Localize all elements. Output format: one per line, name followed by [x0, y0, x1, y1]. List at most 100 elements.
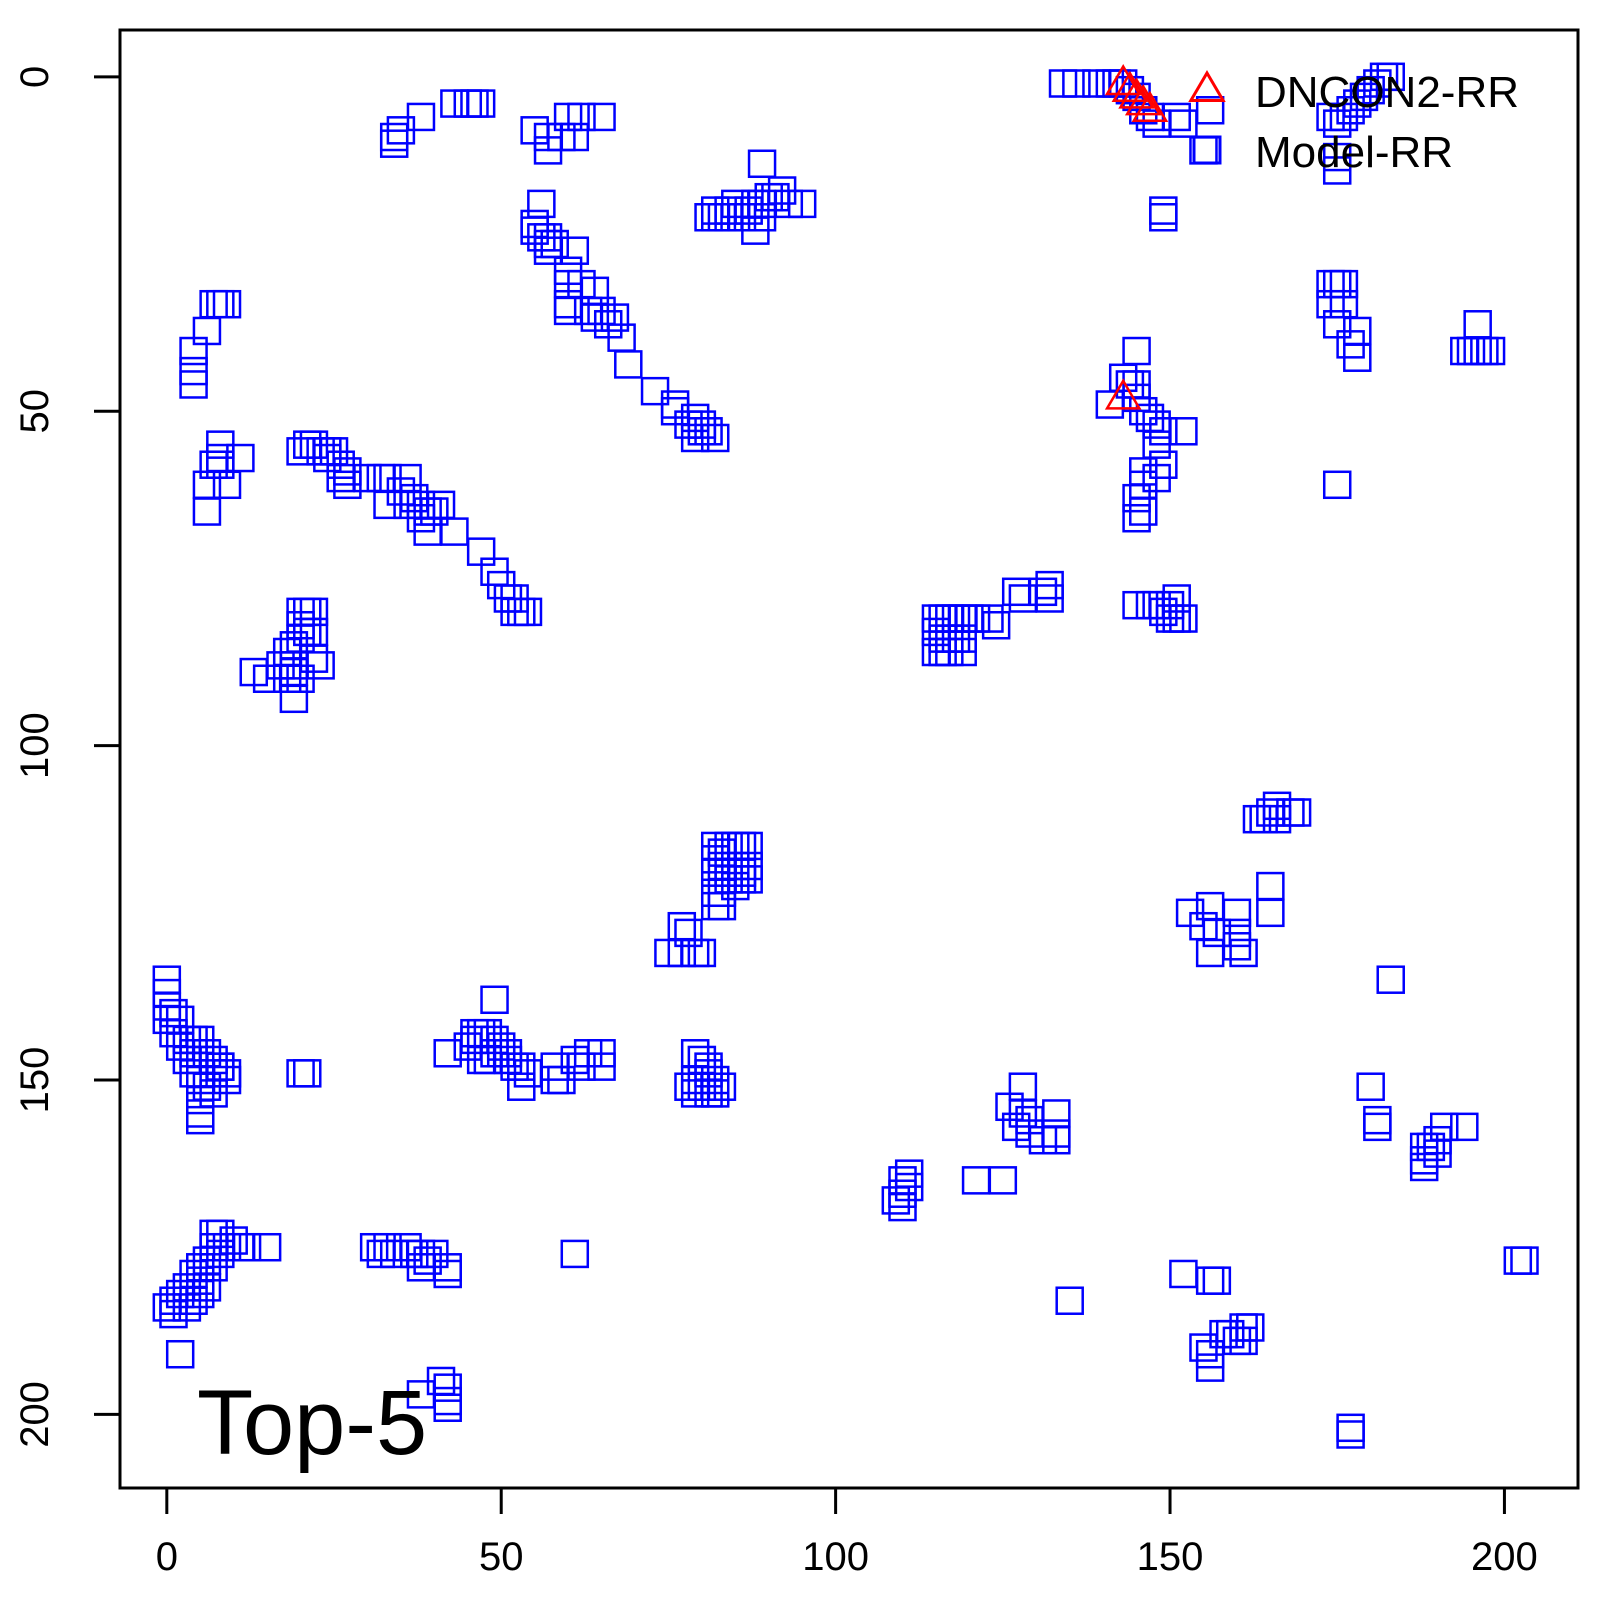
model-rr-point [1035, 584, 1064, 613]
model-rr-point [433, 1393, 462, 1422]
x-tick-label: 100 [802, 1535, 869, 1579]
model-rr-point [741, 216, 770, 245]
model-rr-point [1008, 584, 1038, 613]
model-rr-point [1356, 1072, 1385, 1101]
model-rr-point [433, 1039, 462, 1068]
legend-marker-model-rr [1192, 135, 1222, 165]
model-rr-point [1195, 1353, 1225, 1382]
model-rr-point [1222, 932, 1252, 961]
model-rr-point [1363, 1112, 1392, 1142]
x-axis: 0 50 100 150 200 [156, 1486, 1538, 1579]
model-rr-point [212, 470, 242, 500]
model-rr-point [988, 1166, 1018, 1195]
plot-frame [118, 28, 1580, 1490]
model-rr-point [1376, 965, 1405, 994]
model-rr-point [961, 1166, 991, 1195]
model-rr-point [206, 289, 235, 319]
model-rr-point [948, 637, 977, 667]
model-rr-point [600, 303, 630, 332]
dncon2-rr-point [1124, 84, 1162, 116]
model-rr-point [1363, 1105, 1392, 1135]
y-tick-label: 50 [13, 389, 57, 434]
model-rr-point [654, 938, 683, 968]
model-rr-point [212, 289, 242, 319]
model-rr-point [694, 1052, 723, 1081]
model-rr-point [1450, 1112, 1479, 1142]
y-tick-label: 150 [13, 1047, 57, 1114]
model-rr-point [1429, 1112, 1459, 1142]
model-rr-point [513, 597, 543, 627]
model-rr-point [1162, 584, 1191, 613]
model-rr-point [1236, 1313, 1265, 1342]
model-rr-point [747, 149, 777, 179]
model-rr-point [1042, 1099, 1071, 1128]
model-rr-point [687, 938, 717, 968]
model-rr-point [1149, 196, 1178, 225]
legend-marker-dncon2-rr [1188, 70, 1226, 103]
model-rr-point [1062, 69, 1091, 98]
model-rr-point [587, 102, 616, 132]
model-rr-point [1169, 109, 1198, 138]
model-rr-point [507, 1052, 536, 1081]
model-rr-point [440, 517, 469, 546]
model-rr-point [553, 296, 583, 326]
model-rr-point [975, 604, 1004, 633]
dncon2-rr-point [1131, 90, 1169, 123]
model-rr-point [1282, 798, 1312, 827]
model-rr-point [1202, 1266, 1232, 1295]
model-rr-point [1195, 938, 1225, 968]
model-rr-point [159, 998, 188, 1028]
model-rr-point [1463, 310, 1492, 339]
model-rr-point [1195, 891, 1225, 921]
model-rr-point [714, 196, 743, 225]
model-rr-point [1155, 590, 1185, 620]
model-rr-point [707, 891, 737, 921]
model-rr-point [239, 657, 269, 687]
model-rr-markers [152, 62, 1539, 1449]
model-rr-point [787, 189, 817, 219]
legend: DNCON2-RR Model-RR [1188, 68, 1519, 177]
model-rr-point [1149, 203, 1178, 232]
model-rr-point [1195, 96, 1225, 125]
dncon2-rr-point [1118, 77, 1155, 109]
model-rr-point [1001, 577, 1031, 607]
model-rr-point [1222, 898, 1252, 928]
y-tick-label: 100 [13, 712, 57, 779]
panel-annotation: Top-5 [197, 1372, 427, 1474]
model-rr-point [192, 497, 222, 526]
model-rr-point [1169, 417, 1198, 446]
model-rr-point [480, 985, 509, 1015]
y-tick-label: 200 [13, 1381, 57, 1448]
model-rr-point [1510, 1246, 1539, 1275]
model-rr-point [560, 1239, 590, 1269]
model-rr-point [460, 89, 489, 118]
model-rr-point [894, 1159, 924, 1188]
model-rr-point [1336, 1420, 1365, 1449]
model-rr-point [1162, 102, 1191, 132]
model-rr-point [1169, 1259, 1198, 1289]
model-rr-point [1095, 390, 1125, 419]
dncon2-rr-point [1111, 70, 1149, 102]
model-rr-point [674, 1072, 703, 1101]
model-rr-point [507, 1072, 536, 1101]
model-rr-point [560, 236, 590, 265]
model-rr-point [734, 865, 763, 894]
model-rr-point [1195, 1266, 1225, 1295]
model-rr-point [560, 122, 590, 152]
dncon2-rr-point [1104, 64, 1142, 96]
model-rr-point [1189, 1333, 1218, 1362]
x-tick-label: 50 [479, 1535, 524, 1579]
model-rr-point [406, 102, 436, 132]
model-rr-point [567, 102, 596, 132]
model-rr-point [232, 1232, 262, 1262]
model-rr-point [192, 1273, 222, 1302]
legend-label-dncon2-rr: DNCON2-RR [1255, 68, 1519, 117]
dncon2-rr-point [1104, 378, 1142, 410]
model-rr-point [293, 1059, 322, 1088]
model-rr-point [667, 911, 697, 941]
model-rr-point [527, 189, 556, 219]
model-rr-point [179, 370, 208, 399]
y-tick-label: 0 [13, 66, 57, 88]
model-rr-point [614, 350, 643, 379]
model-rr-point [1229, 938, 1258, 968]
